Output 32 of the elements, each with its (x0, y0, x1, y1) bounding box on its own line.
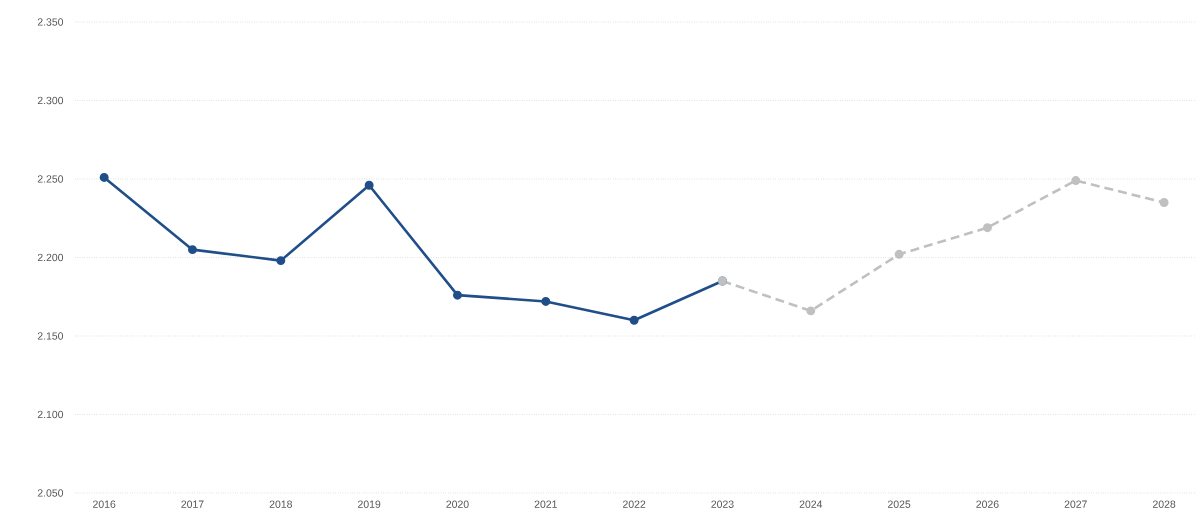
point (364, 180, 374, 190)
x-tick-label: 2016 (93, 500, 116, 508)
x-tick-label: 2021 (534, 500, 557, 508)
point (276, 256, 286, 266)
point (629, 315, 639, 325)
point (1071, 176, 1081, 186)
x-tick-label: 2026 (976, 500, 999, 508)
y-tick-label: 2.300 (37, 96, 64, 105)
point (806, 306, 816, 316)
x-tick-label: 2028 (1153, 500, 1176, 508)
point (541, 296, 551, 306)
x-tick-label: 2020 (446, 500, 469, 508)
point (99, 172, 109, 182)
x-tick-label: 2022 (623, 500, 646, 508)
y-tick-label: 2.050 (37, 489, 64, 497)
point (1159, 198, 1169, 208)
point (452, 290, 462, 300)
y-tick-label: 2.250 (37, 175, 64, 183)
x-tick-label: 2018 (269, 500, 292, 508)
y-tick-label: 2.350 (37, 18, 64, 26)
x-tick-label: 2023 (711, 500, 734, 508)
y-tick-label: 2.100 (37, 410, 64, 419)
x-tick-label: 2017 (181, 500, 204, 508)
y-tick-label: 2.150 (37, 332, 64, 340)
point (894, 249, 904, 259)
x-tick-label: 2024 (799, 500, 823, 508)
point (188, 245, 197, 255)
x-tick-label: 2025 (888, 500, 911, 508)
y-tick-label: 2.200 (37, 253, 64, 262)
x-tick-label: 2019 (358, 500, 381, 508)
point (982, 223, 992, 233)
x-tick-label: 2027 (1064, 500, 1087, 508)
